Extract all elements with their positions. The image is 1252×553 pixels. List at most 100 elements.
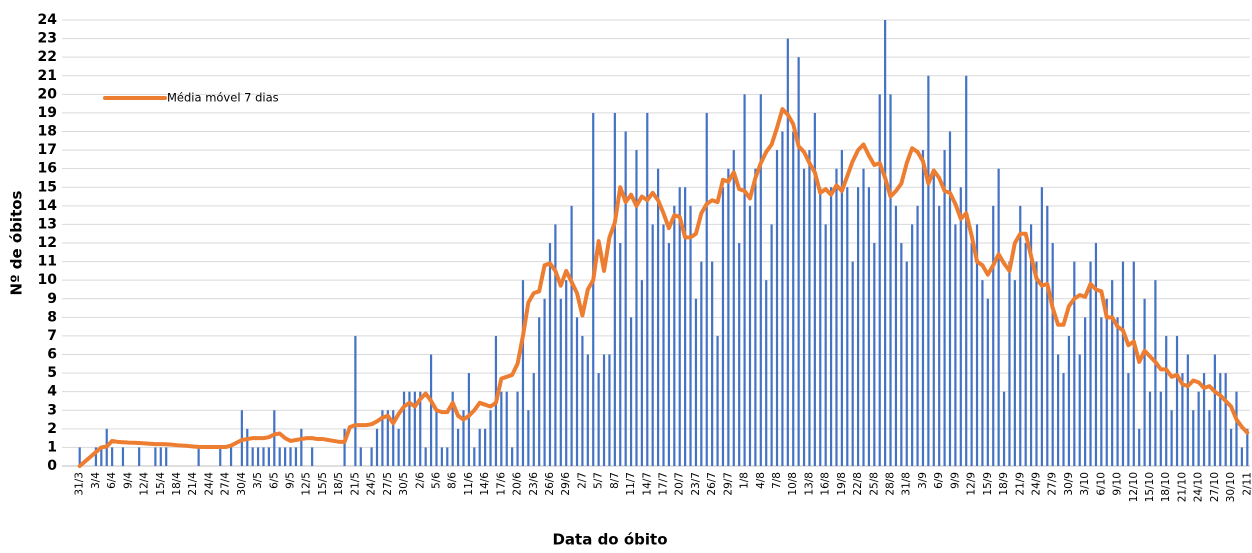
y-tick-label: 19 — [38, 105, 57, 121]
bar — [948, 131, 952, 466]
x-tick-label: 10/8 — [787, 472, 799, 496]
bar — [802, 168, 806, 466]
y-tick-label: 12 — [38, 235, 57, 251]
bar — [835, 168, 838, 466]
x-tick-label: 8/6 — [447, 472, 459, 489]
y-tick-label: 0 — [47, 458, 57, 474]
bar — [532, 373, 535, 466]
bar — [1192, 410, 1195, 466]
bar — [548, 243, 552, 466]
bar — [1073, 261, 1076, 466]
y-tick-label: 15 — [38, 179, 57, 195]
bar — [1078, 354, 1081, 466]
bar — [1105, 298, 1108, 466]
x-tick-label: 11/7 — [625, 472, 637, 496]
x-tick-label: 7/8 — [771, 472, 783, 489]
bar — [1159, 391, 1162, 466]
y-tick-label: 7 — [47, 328, 57, 344]
bar — [440, 447, 443, 466]
x-tick-label: 14/6 — [479, 472, 491, 496]
x-tick-label: 20/7 — [674, 472, 686, 496]
bar — [711, 261, 714, 466]
bar — [770, 224, 773, 466]
bar — [732, 150, 735, 467]
bar — [1202, 373, 1206, 466]
x-tick-label: 31/3 — [74, 472, 86, 496]
bar — [624, 131, 627, 466]
y-tick-label: 20 — [38, 86, 58, 102]
y-tick-label: 14 — [38, 198, 58, 214]
bar — [408, 391, 411, 466]
x-tick-label: 11/6 — [463, 472, 475, 496]
bar — [824, 224, 827, 466]
x-tick-label: 21/10 — [1176, 472, 1188, 502]
bar — [797, 57, 800, 467]
y-tick-label: 18 — [38, 124, 57, 140]
bar — [873, 243, 876, 466]
bar — [521, 280, 525, 466]
x-tick-label: 14/7 — [641, 472, 653, 496]
bar — [294, 447, 298, 466]
y-tick-label: 6 — [47, 347, 57, 363]
bar — [1008, 261, 1011, 466]
x-tick-label: 21/4 — [187, 472, 199, 496]
bar — [489, 410, 492, 466]
bar — [884, 20, 887, 466]
bar — [354, 335, 357, 466]
x-tick-label: 21/5 — [349, 472, 361, 496]
bar — [1175, 335, 1179, 466]
y-axis-title: Nº de óbitos — [8, 190, 26, 295]
bar — [300, 428, 303, 466]
x-tick-label: 27/9 — [1047, 472, 1059, 496]
x-tick-label: 3/9 — [917, 472, 929, 489]
bar — [505, 391, 508, 466]
bar — [700, 261, 703, 466]
bar — [911, 224, 914, 466]
bar — [1029, 224, 1033, 466]
bar — [694, 298, 698, 466]
bar — [765, 280, 768, 466]
bar — [581, 335, 584, 466]
bar — [705, 112, 708, 467]
bar — [943, 150, 946, 467]
bar — [1111, 280, 1114, 466]
x-tick-label: 3/5 — [252, 472, 264, 489]
bar — [1094, 243, 1098, 466]
x-tick-label: 15/5 — [317, 472, 329, 496]
bar — [500, 391, 503, 466]
bar — [343, 428, 346, 466]
x-tick-label: 12/10 — [1128, 472, 1140, 502]
bar — [819, 187, 822, 466]
bar — [932, 168, 935, 466]
bar — [1219, 373, 1222, 466]
x-tick-label: 15/4 — [155, 472, 167, 496]
bar — [727, 168, 730, 466]
bar — [592, 112, 595, 467]
bar — [667, 243, 671, 466]
bar — [159, 447, 162, 466]
bar — [575, 317, 579, 466]
x-tick-label: 23/6 — [528, 472, 540, 496]
bar — [927, 75, 930, 466]
bar — [473, 447, 476, 466]
bar — [1051, 243, 1054, 466]
bar — [1170, 410, 1173, 466]
bar — [111, 447, 114, 466]
bar — [246, 428, 249, 466]
bar — [138, 447, 141, 466]
bar — [878, 94, 881, 466]
bar — [613, 112, 616, 467]
y-tick-label: 8 — [47, 309, 57, 325]
x-tick-label: 29/7 — [722, 472, 734, 496]
bar — [100, 447, 103, 466]
x-tick-label: 18/5 — [333, 472, 345, 496]
bar — [656, 168, 660, 466]
bar — [516, 391, 519, 466]
x-tick-label: 17/7 — [658, 472, 670, 496]
bar — [965, 75, 968, 466]
bar — [311, 447, 314, 466]
y-tick-label: 22 — [38, 49, 57, 65]
bar — [1213, 354, 1216, 466]
bar — [754, 168, 757, 466]
y-tick-label: 4 — [47, 384, 57, 400]
